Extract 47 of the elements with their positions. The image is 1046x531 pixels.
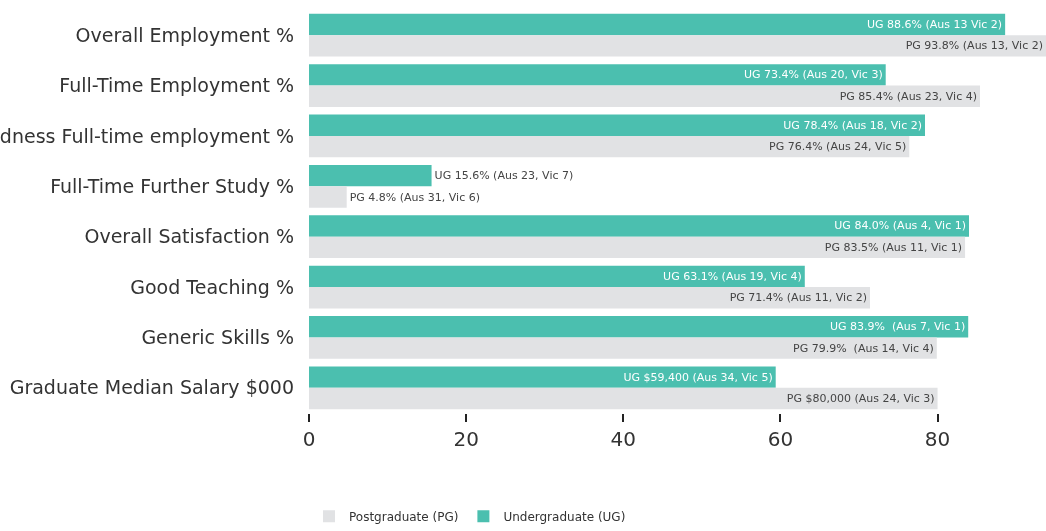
legend-label: Postgraduate (PG) — [349, 509, 459, 524]
y-tick-label: Generic Skills % — [141, 326, 294, 349]
x-tick-label: 80 — [924, 427, 951, 451]
x-tick-label: 0 — [302, 427, 316, 451]
y-tick-label: dness Full-time employment % — [0, 124, 294, 147]
bar — [309, 366, 776, 388]
bar — [309, 316, 969, 338]
bar — [309, 35, 1046, 57]
bar — [309, 287, 870, 309]
bar — [309, 164, 432, 187]
data-label: UG 84.0% (Aus 4, Vic 1) — [834, 219, 966, 233]
data-label: PG $80,000 (Aus 24, Vic 3) — [786, 392, 935, 406]
bar — [309, 215, 969, 237]
x-tick-label: 40 — [610, 427, 637, 451]
data-label: PG 79.9% (Aus 14, Vic 4) — [793, 341, 934, 355]
data-label: PG 4.8% (Aus 31, Vic 6) — [349, 190, 480, 204]
data-label: PG 76.4% (Aus 24, Vic 5) — [769, 140, 907, 154]
data-label: PG 71.4% (Aus 11, Vic 2) — [729, 291, 867, 305]
data-label: UG 88.6% (Aus 13 Vic 2) — [866, 17, 1003, 31]
data-label: UG $59,400 (Aus 34, Vic 5) — [623, 370, 773, 384]
data-label: PG 85.4% (Aus 23, Vic 4) — [839, 89, 977, 103]
bar — [309, 236, 966, 259]
bar — [309, 13, 1006, 36]
y-tick-label: Good Teaching % — [130, 275, 294, 298]
data-label: UG 63.1% (Aus 19, Vic 4) — [663, 269, 802, 283]
y-tick-label: Full-Time Further Study % — [50, 174, 294, 197]
y-tick-label: Overall Satisfaction % — [84, 225, 294, 248]
bar — [309, 135, 910, 158]
data-label: PG 83.5% (Aus 11, Vic 1) — [824, 240, 963, 254]
bar — [309, 387, 938, 410]
y-tick-label: Graduate Median Salary $000 — [9, 376, 294, 399]
legend-label: Undergraduate (UG) — [503, 509, 626, 524]
x-tick-label: 20 — [453, 427, 479, 451]
data-label: UG 83.9% (Aus 7, Vic 1) — [830, 320, 966, 334]
data-label: UG 15.6% (Aus 23, Vic 7) — [434, 169, 574, 183]
x-tick-label: 60 — [767, 427, 794, 451]
bar — [309, 64, 886, 86]
bar — [309, 114, 925, 136]
data-label: PG 93.8% (Aus 13, Vic 2) — [905, 39, 1043, 53]
data-label: UG 78.4% (Aus 18, Vic 2) — [783, 118, 922, 132]
y-tick-label: Overall Employment % — [75, 23, 294, 46]
bar — [309, 85, 980, 107]
bar — [309, 337, 937, 359]
data-label: UG 73.4% (Aus 20, Vic 3) — [744, 68, 883, 82]
y-tick-label: Full-Time Employment % — [59, 74, 294, 97]
bar — [309, 186, 347, 208]
bar — [309, 265, 805, 288]
